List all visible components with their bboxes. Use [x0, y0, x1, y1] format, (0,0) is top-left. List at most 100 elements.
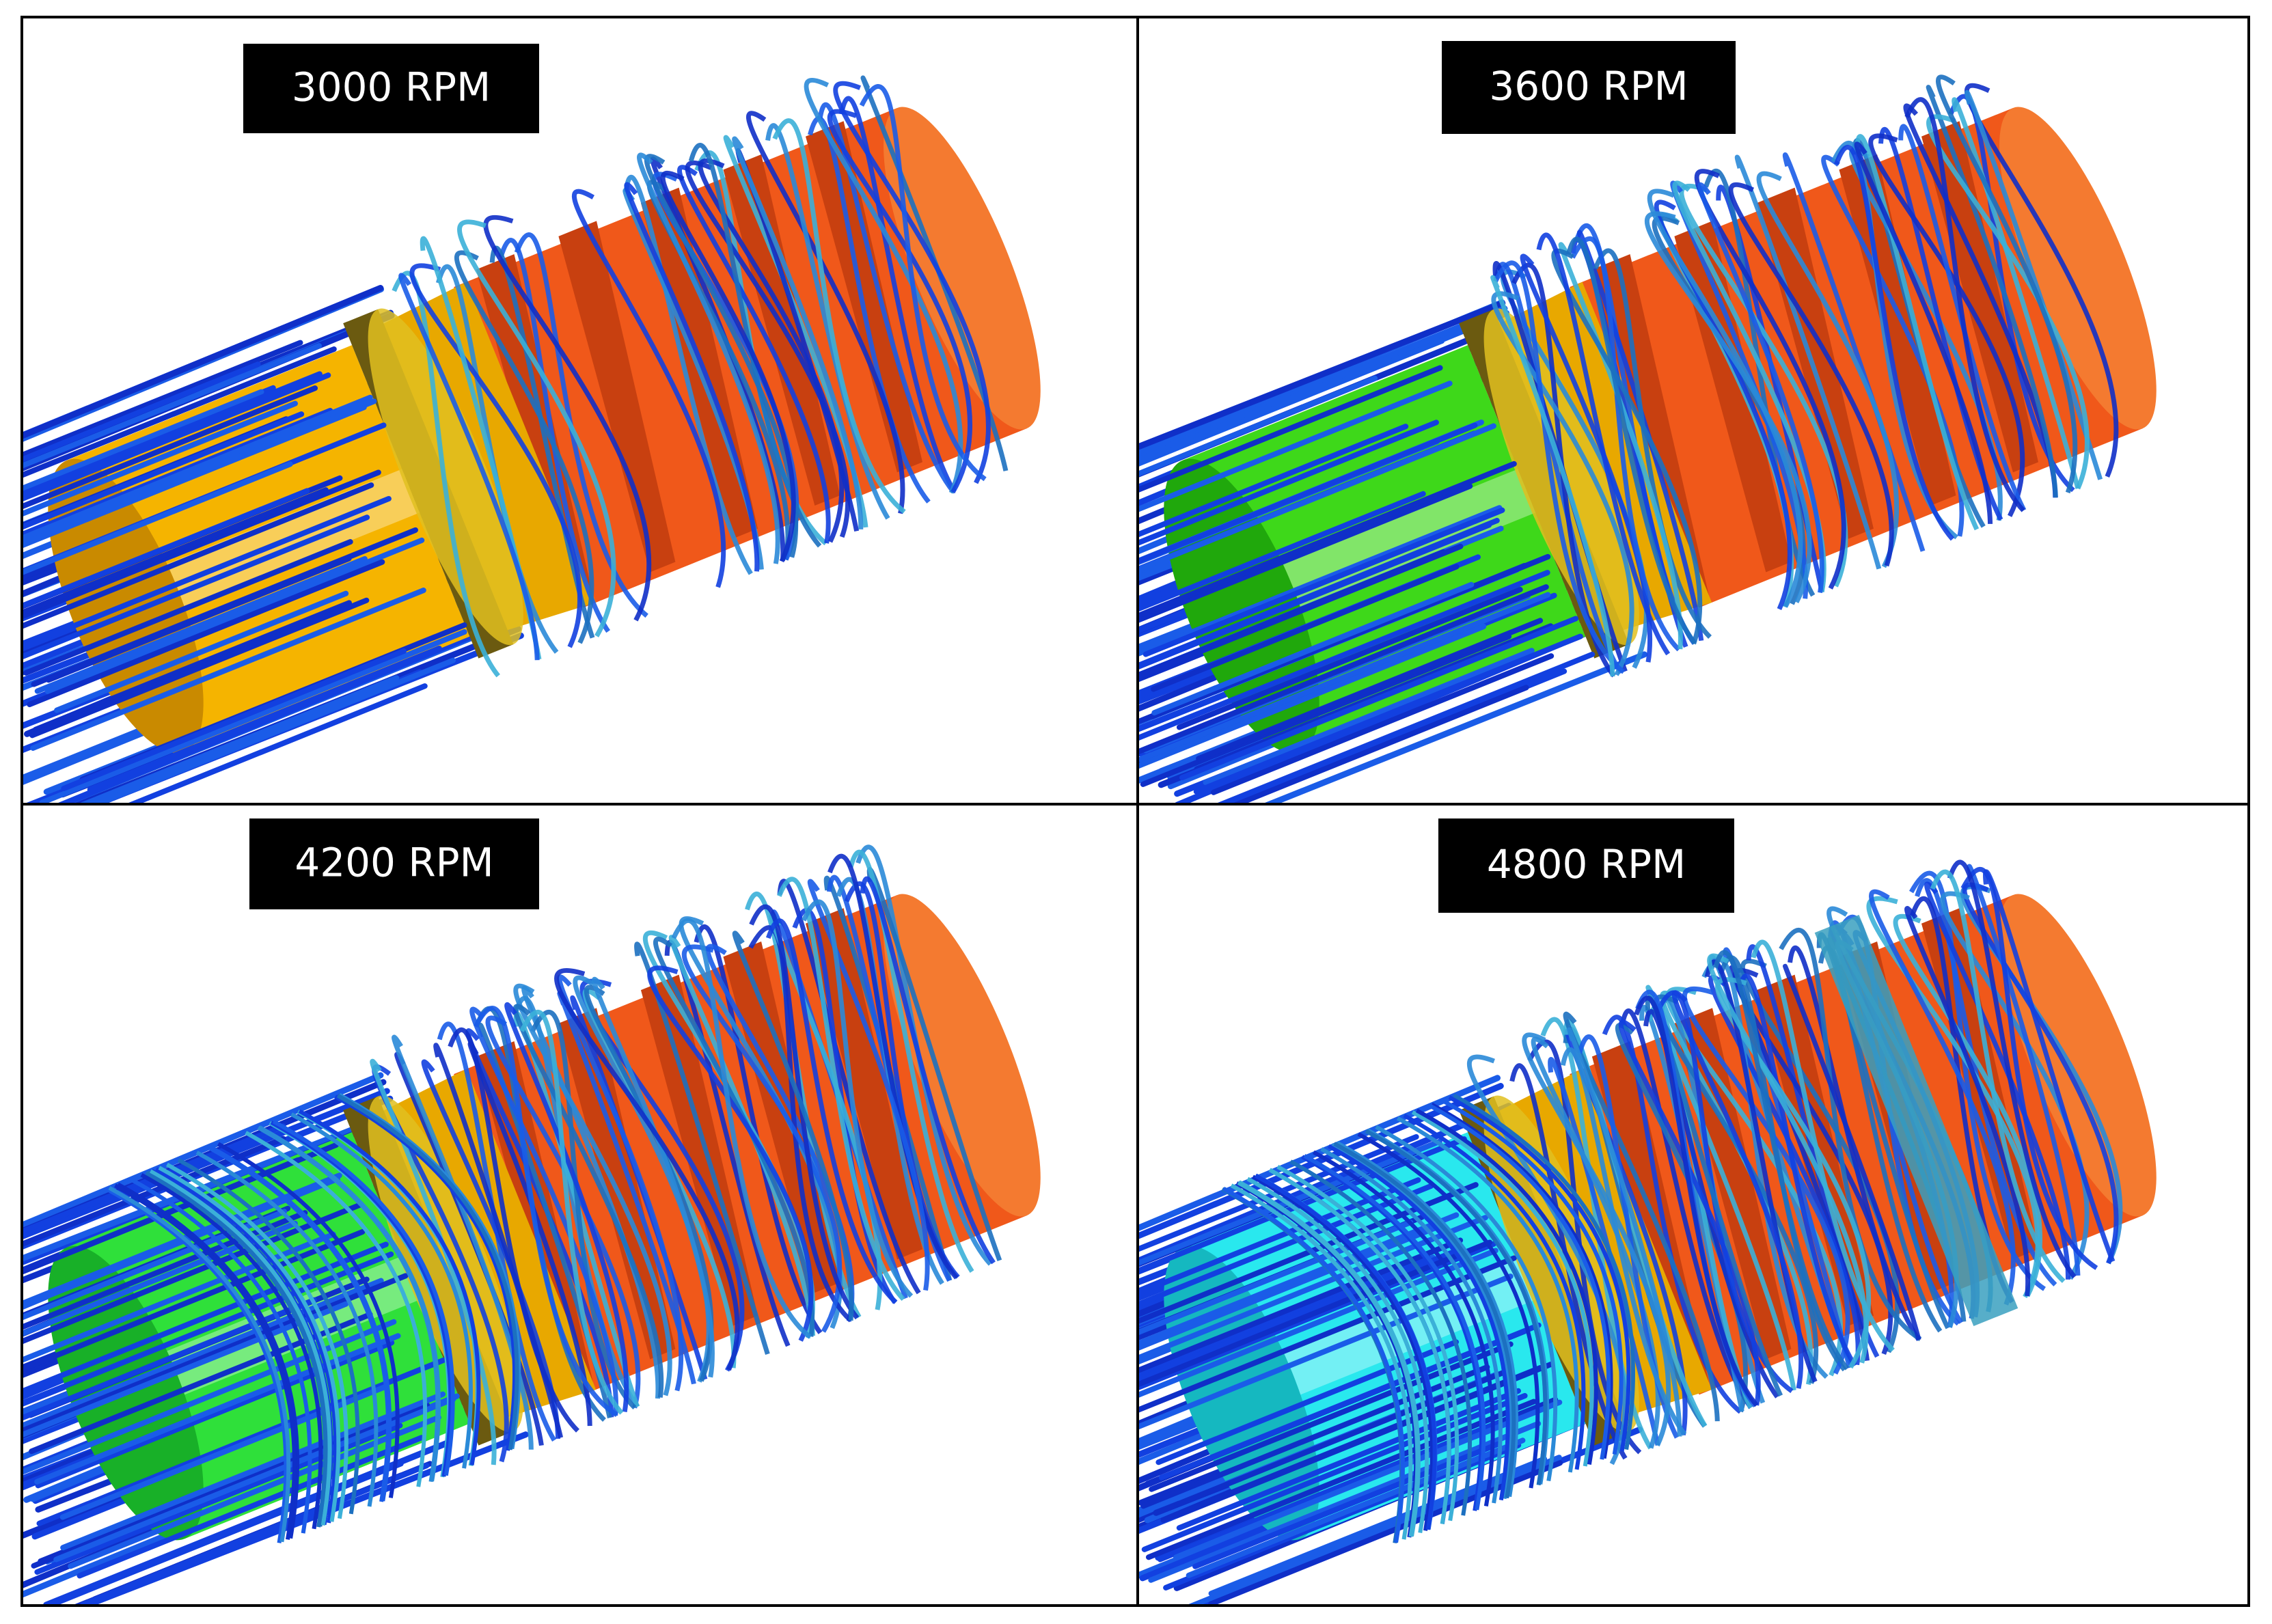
loop-streamline — [1252, 1174, 1434, 1531]
swirl-streamline — [694, 924, 823, 1334]
loop-streamline — [1430, 1102, 1613, 1459]
loop-streamline — [105, 1187, 288, 1543]
loop-streamline — [336, 1093, 519, 1450]
loop-streamline — [129, 1177, 312, 1534]
streamline — [1139, 543, 1464, 679]
streamline — [23, 1229, 366, 1379]
streamline — [1139, 381, 1453, 542]
streamline — [35, 1340, 395, 1489]
swirl-streamline — [1869, 889, 2016, 1306]
swirl-streamline — [1983, 869, 2116, 1263]
loop-streamline — [1237, 1181, 1420, 1537]
swirl-streamline — [772, 118, 906, 514]
streamline — [1193, 633, 1583, 795]
loop-streamline — [272, 1119, 455, 1476]
swirl-streamline — [1756, 171, 1900, 568]
swirl-streamline — [457, 219, 616, 637]
swirl-streamline — [1697, 182, 1824, 594]
streamline — [1139, 1241, 1497, 1409]
loop-streamline — [1230, 1183, 1413, 1540]
label-box — [1438, 818, 1734, 913]
loop-streamline — [1453, 1093, 1635, 1450]
rotor-model — [1139, 74, 2157, 803]
swirl-streamline — [1909, 870, 2046, 1291]
swirl-streamline — [650, 156, 786, 562]
loop-streamline — [1440, 1098, 1624, 1455]
swirl-streamline — [637, 152, 780, 564]
streamline — [1148, 1420, 1542, 1583]
swirl-streamline — [514, 232, 648, 618]
panel-label: 4800 RPM — [1487, 841, 1686, 887]
streamline — [1139, 483, 1473, 631]
loop-streamline — [1289, 1159, 1472, 1516]
blade — [723, 154, 840, 506]
swirl-streamline — [1647, 189, 1803, 608]
swirl-streamline — [1548, 1057, 1660, 1446]
swirl-streamline — [1491, 291, 1634, 676]
streamline — [80, 1463, 430, 1604]
swirl-streamline — [485, 1015, 641, 1409]
swirl-streamline — [1947, 859, 2077, 1279]
panel — [1139, 859, 2157, 1604]
swirl-streamline — [827, 109, 972, 494]
loop-streamline — [1403, 1114, 1586, 1470]
loop-streamline — [290, 1112, 473, 1469]
swirl-streamline — [1713, 950, 1850, 1371]
streamline — [43, 1439, 452, 1604]
streamline — [23, 1136, 286, 1281]
streamline — [23, 385, 318, 525]
streamline — [1139, 1254, 1429, 1388]
streamline — [61, 648, 407, 792]
loop-streamline — [1357, 1132, 1540, 1489]
loop-streamline — [1365, 1129, 1548, 1485]
streamline — [1139, 623, 1487, 772]
streamline — [23, 346, 337, 502]
swirl-streamline — [1718, 955, 1847, 1372]
loop-streamline — [1396, 1116, 1579, 1473]
streamline — [1139, 424, 1409, 566]
swirl-streamline — [1926, 114, 2090, 490]
swirl-streamline — [1563, 1012, 1720, 1422]
label-box — [249, 818, 539, 909]
streamline — [1157, 1420, 1500, 1563]
streamline — [23, 361, 261, 505]
swirl-streamline — [765, 918, 898, 1304]
swirl-streamline — [1551, 249, 1703, 645]
swirl-streamline — [554, 967, 740, 1371]
streamline — [1139, 365, 1443, 529]
streamline — [23, 400, 298, 553]
streamline — [23, 340, 303, 497]
swirl-streamline — [653, 937, 815, 1337]
swirl-streamline — [1708, 975, 1861, 1366]
swirl-streamline — [802, 899, 914, 1298]
label-box — [1442, 41, 1736, 134]
swirl-streamline — [1866, 896, 2040, 1298]
swirl-streamline — [1522, 1032, 1671, 1447]
swirl-streamline — [634, 941, 770, 1355]
streamline — [1139, 1083, 1504, 1291]
streamline — [1139, 422, 1478, 586]
streamline — [23, 398, 377, 569]
swirl-streamline — [856, 844, 992, 1266]
swirl-streamline — [1740, 959, 1900, 1353]
blade — [1591, 1041, 1709, 1393]
streamline — [1139, 517, 1500, 675]
streamline — [1158, 1322, 1542, 1481]
swirl-streamline — [1558, 242, 1683, 650]
streamline — [1139, 300, 1506, 491]
streamline — [1139, 460, 1517, 631]
swirl-streamline — [746, 111, 905, 514]
loop-streamline — [1303, 1154, 1486, 1511]
blade — [805, 908, 923, 1260]
swirl-streamline — [827, 853, 959, 1280]
panel-label: 4200 RPM — [295, 840, 493, 886]
streamline — [1176, 1388, 1521, 1531]
swirl-streamline — [1615, 1023, 1748, 1413]
swirl-streamline — [521, 986, 661, 1399]
swirl-streamline — [668, 935, 816, 1336]
loop-streamline — [165, 1162, 348, 1519]
outer-band — [1814, 915, 2018, 1327]
swirl-streamline — [474, 1006, 618, 1418]
streamline — [1140, 633, 1512, 787]
